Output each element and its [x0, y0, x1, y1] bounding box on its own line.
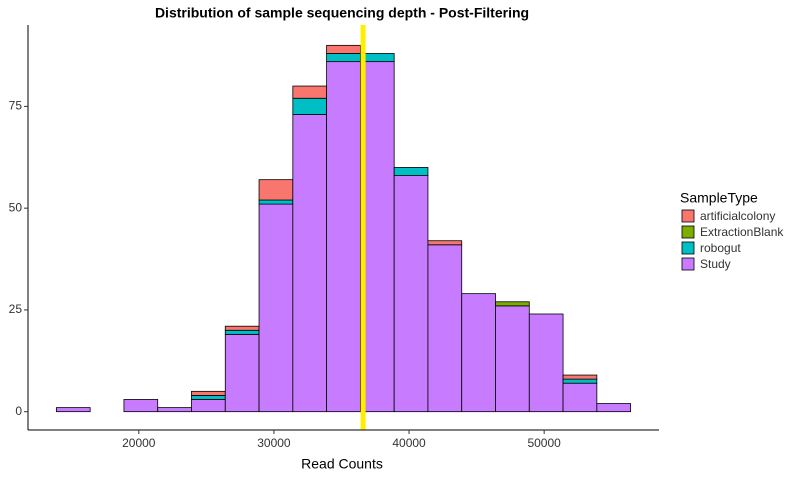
bar [528, 313, 564, 413]
bar [123, 399, 159, 413]
bar [393, 167, 429, 177]
y-tick-label: 75 [9, 99, 23, 113]
bar [427, 240, 463, 246]
bar [562, 382, 598, 413]
legend-swatch [681, 241, 695, 255]
bar [326, 44, 361, 54]
bar [292, 114, 328, 413]
bar [258, 199, 294, 205]
bar [258, 203, 294, 413]
legend-swatch [681, 257, 695, 271]
bar [157, 407, 192, 413]
bar [359, 53, 395, 63]
legend-label: artificialcolony [700, 209, 775, 223]
bar [258, 179, 294, 201]
y-tick-label: 0 [15, 404, 22, 418]
bar [224, 333, 260, 413]
bar [326, 61, 361, 413]
bar [292, 97, 328, 115]
y-tick-label: 25 [9, 302, 23, 316]
chart-title: Distribution of sample sequencing depth … [155, 5, 529, 21]
legend-label: robogut [700, 241, 741, 255]
y-tick-label: 50 [9, 200, 23, 214]
bar [292, 85, 328, 99]
bar [55, 407, 91, 413]
bar [562, 378, 598, 384]
legend-title: SampleType [680, 190, 758, 206]
bar [495, 305, 530, 413]
legend-swatch [681, 209, 695, 223]
legend-swatch [681, 225, 695, 239]
x-tick-label: 50000 [527, 436, 561, 450]
legend-label: ExtractionBlank [700, 225, 784, 239]
x-tick-label: 20000 [122, 436, 156, 450]
bar [461, 293, 496, 413]
bar [359, 61, 395, 413]
bar [224, 325, 260, 331]
legend-label: Study [700, 257, 731, 271]
bar [191, 399, 226, 413]
bar [326, 53, 361, 63]
bar [191, 390, 226, 396]
bar [393, 175, 429, 413]
bar [562, 374, 598, 380]
bar [224, 329, 260, 335]
bar [191, 395, 226, 400]
bar [495, 301, 530, 307]
x-tick-label: 40000 [392, 436, 426, 450]
x-tick-label: 30000 [257, 436, 291, 450]
bar [427, 244, 463, 413]
bar [596, 403, 632, 413]
x-axis-title: Read Counts [301, 456, 383, 472]
